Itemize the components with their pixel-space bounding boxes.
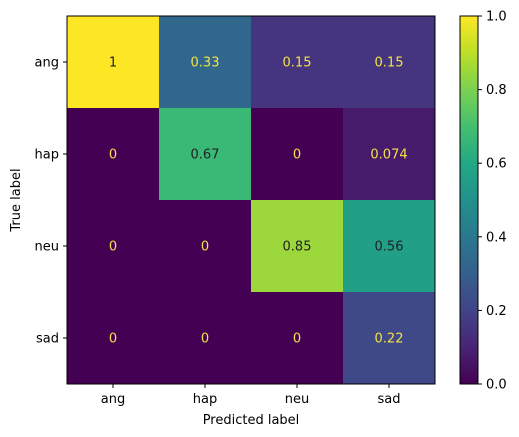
colorbar-tick-label: 0.4 <box>486 230 507 245</box>
y-tick-label: hap <box>35 148 59 163</box>
cell-value-label: 0.15 <box>283 56 312 71</box>
cell-value-label: 0.33 <box>191 56 220 71</box>
heatmap-cell <box>159 200 252 293</box>
x-tick-label: neu <box>285 392 309 407</box>
heatmap-cell <box>67 16 160 109</box>
heatmap-cell <box>251 292 344 385</box>
heatmap-cell-labels: 1 0.33 0.15 0.15 0 0.67 0 0.074 0 0 0.85 0.56 0 0 0 0.2… <box>109 56 408 347</box>
heatmap-cell <box>343 200 436 293</box>
x-axis-ticks: ang hap neu sad <box>101 384 401 407</box>
cell-value-label: 0.85 <box>283 240 312 255</box>
heatmap-cell <box>343 292 436 385</box>
x-tick-label: sad <box>378 392 401 407</box>
heatmap-cells <box>67 16 436 385</box>
heatmap-cell <box>159 292 252 385</box>
colorbar <box>459 15 479 385</box>
cell-value-label: 0.22 <box>375 332 404 347</box>
y-axis-label: True label <box>9 168 24 232</box>
y-axis-ticks: ang hap neu sad <box>35 56 67 347</box>
heatmap-cell <box>67 108 160 201</box>
heatmap-cell <box>67 292 160 385</box>
colorbar-tick-label: 0.6 <box>486 157 507 172</box>
x-axis-label: Predicted label <box>203 413 300 428</box>
cell-value-label: 0 <box>109 332 117 347</box>
heatmap-cell <box>67 200 160 293</box>
x-tick-label: hap <box>193 392 217 407</box>
colorbar-tick-label: 1.0 <box>486 10 507 25</box>
cell-value-label: 0 <box>201 332 209 347</box>
cell-value-label: 0 <box>293 332 301 347</box>
colorbar-ticks: 0.0 0.2 0.4 0.6 0.8 1.0 <box>478 10 507 393</box>
cell-value-label: 0 <box>201 240 209 255</box>
colorbar-tick-label: 0.8 <box>486 83 507 98</box>
y-tick-label: ang <box>35 56 59 71</box>
cell-value-label: 0.074 <box>370 148 407 163</box>
colorbar-tick-label: 0.2 <box>486 304 507 319</box>
cell-value-label: 0.56 <box>375 240 404 255</box>
heatmap-cell <box>343 108 436 201</box>
heatmap-cell <box>159 108 252 201</box>
cell-value-label: 0.15 <box>375 56 404 71</box>
y-tick-label: sad <box>36 332 59 347</box>
cell-value-label: 0 <box>293 148 301 163</box>
cell-value-label: 1 <box>109 56 117 71</box>
heatmap-cell <box>159 16 252 109</box>
heatmap-cell <box>251 108 344 201</box>
cell-value-label: 0 <box>109 148 117 163</box>
x-tick-label: ang <box>101 392 125 407</box>
heatmap-cell <box>251 16 344 109</box>
heatmap-cell <box>251 200 344 293</box>
colorbar-tick-label: 0.0 <box>486 378 507 393</box>
cell-value-label: 0 <box>109 240 117 255</box>
y-tick-label: neu <box>35 240 59 255</box>
heatmap-cell <box>343 16 436 109</box>
plot-frame <box>66 15 436 385</box>
cell-value-label: 0.67 <box>191 148 220 163</box>
